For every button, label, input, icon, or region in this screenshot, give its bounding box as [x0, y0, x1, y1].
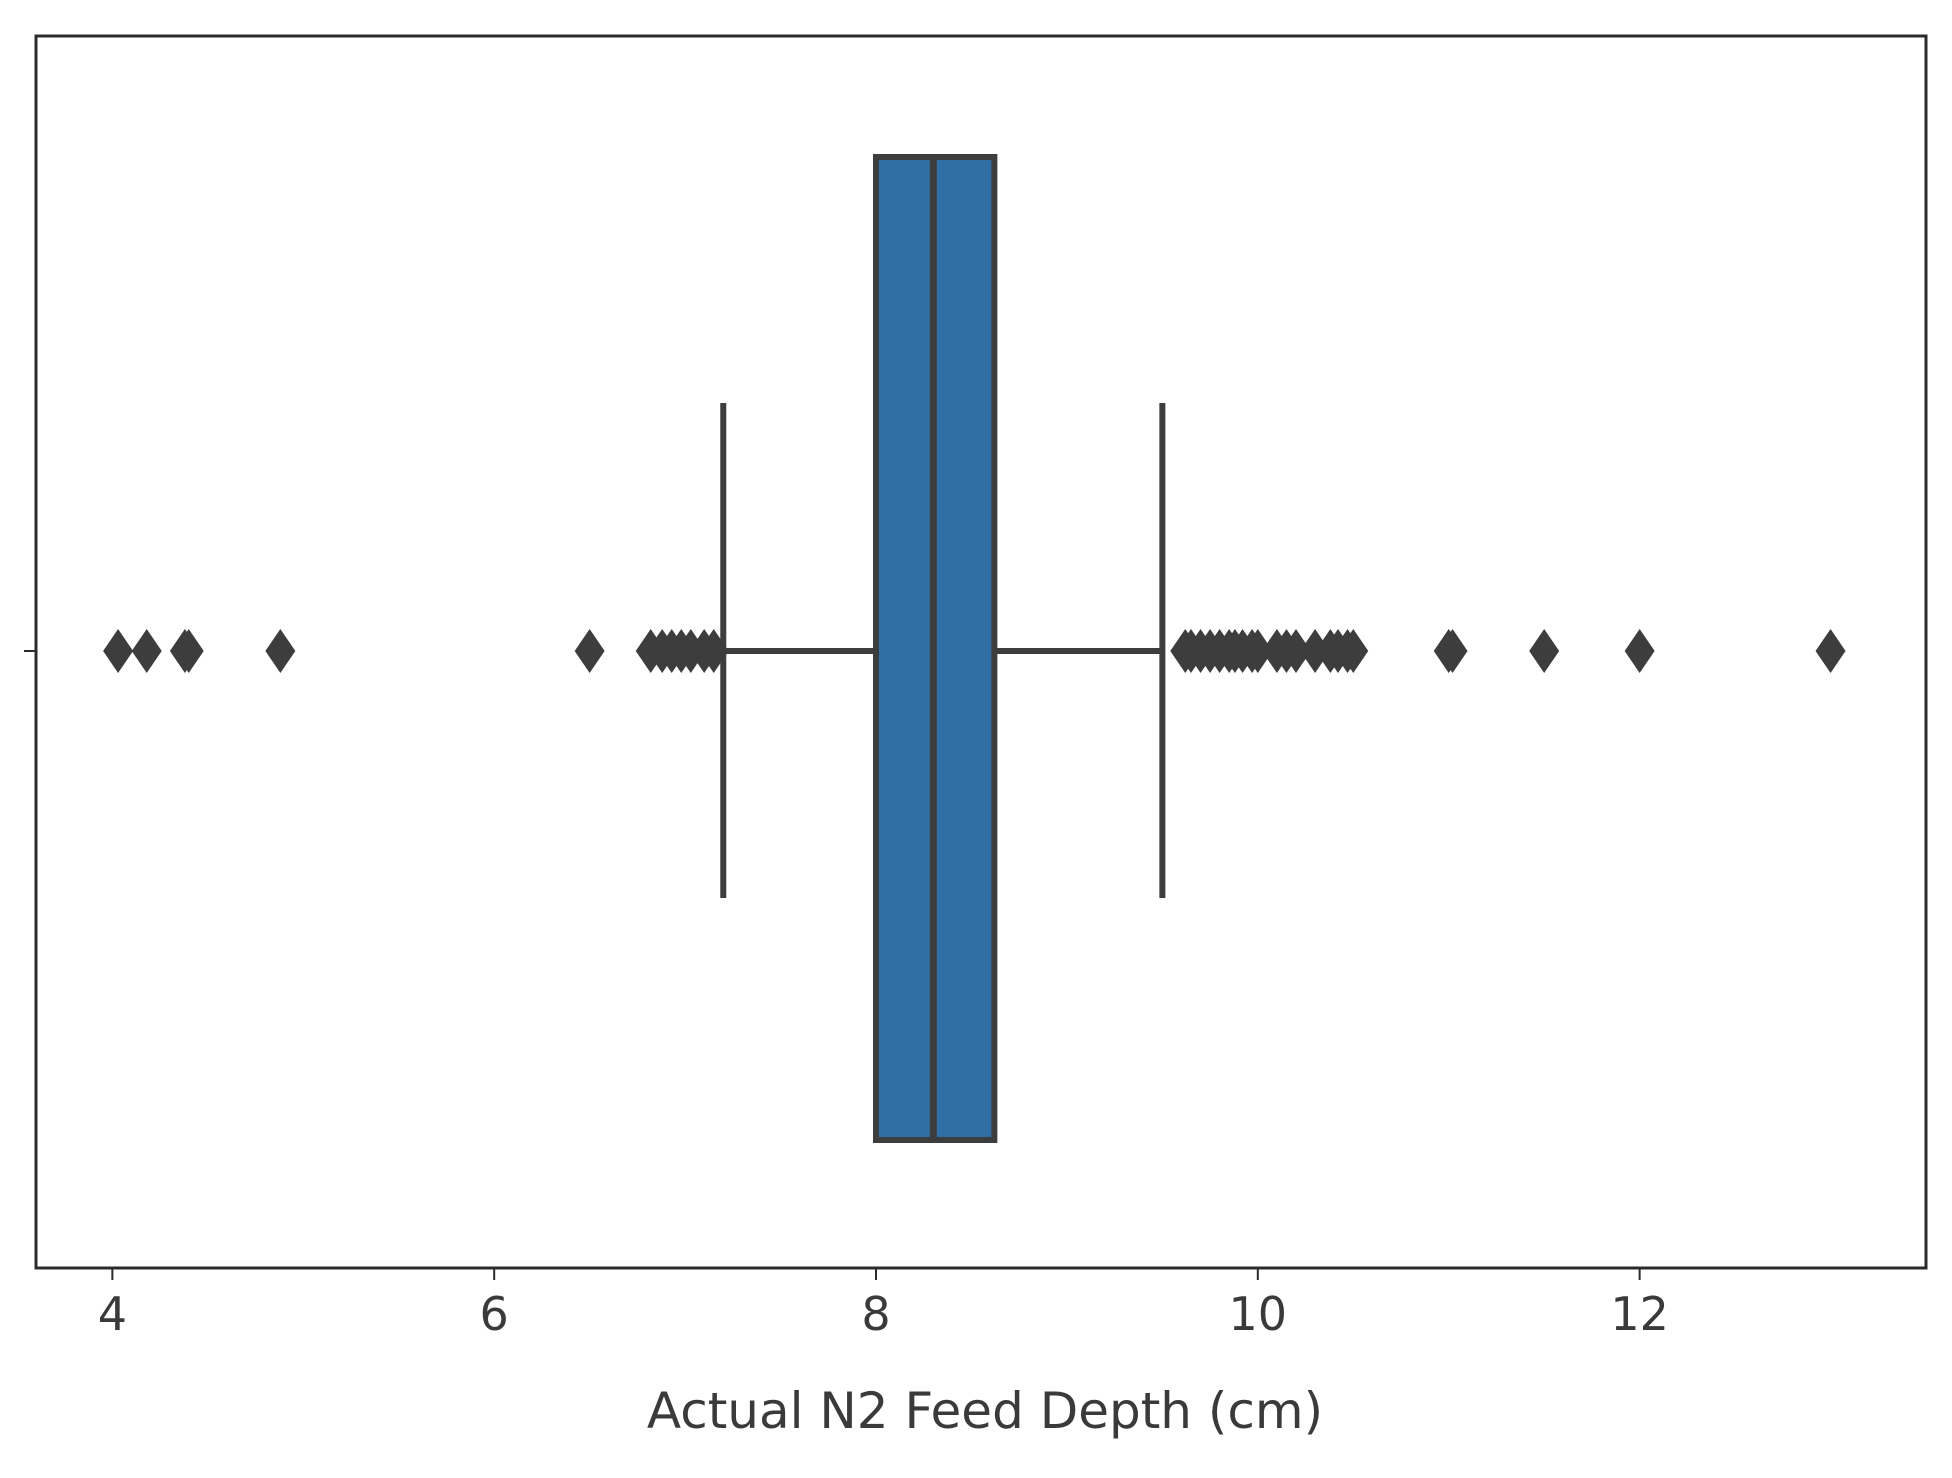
x-tick-label: 10 [1229, 1287, 1288, 1341]
outlier-point [265, 629, 296, 673]
outlier-point [1815, 629, 1846, 673]
x-tick-label: 8 [861, 1287, 890, 1341]
plot-area [103, 154, 1846, 1143]
x-tick-label: 12 [1610, 1287, 1669, 1341]
outlier-point [1437, 629, 1468, 673]
outlier-point [131, 629, 162, 673]
x-tick-label: 6 [480, 1287, 509, 1341]
x-axis: 4 6 8 10 12 [24, 34, 1928, 1341]
outlier-point [103, 629, 134, 673]
outlier-point [1624, 629, 1655, 673]
outlier-point [1338, 629, 1369, 673]
outlier-point [1281, 629, 1311, 673]
outlier-point [1242, 629, 1273, 673]
outlier-point [574, 629, 605, 673]
outlier-point [1300, 629, 1331, 673]
outlier-point [1529, 629, 1560, 673]
outlier-point [698, 629, 729, 673]
x-axis-title: Actual N2 Feed Depth (cm) [647, 1382, 1323, 1440]
outlier-point [173, 629, 204, 673]
x-tick-label: 4 [98, 1287, 127, 1341]
